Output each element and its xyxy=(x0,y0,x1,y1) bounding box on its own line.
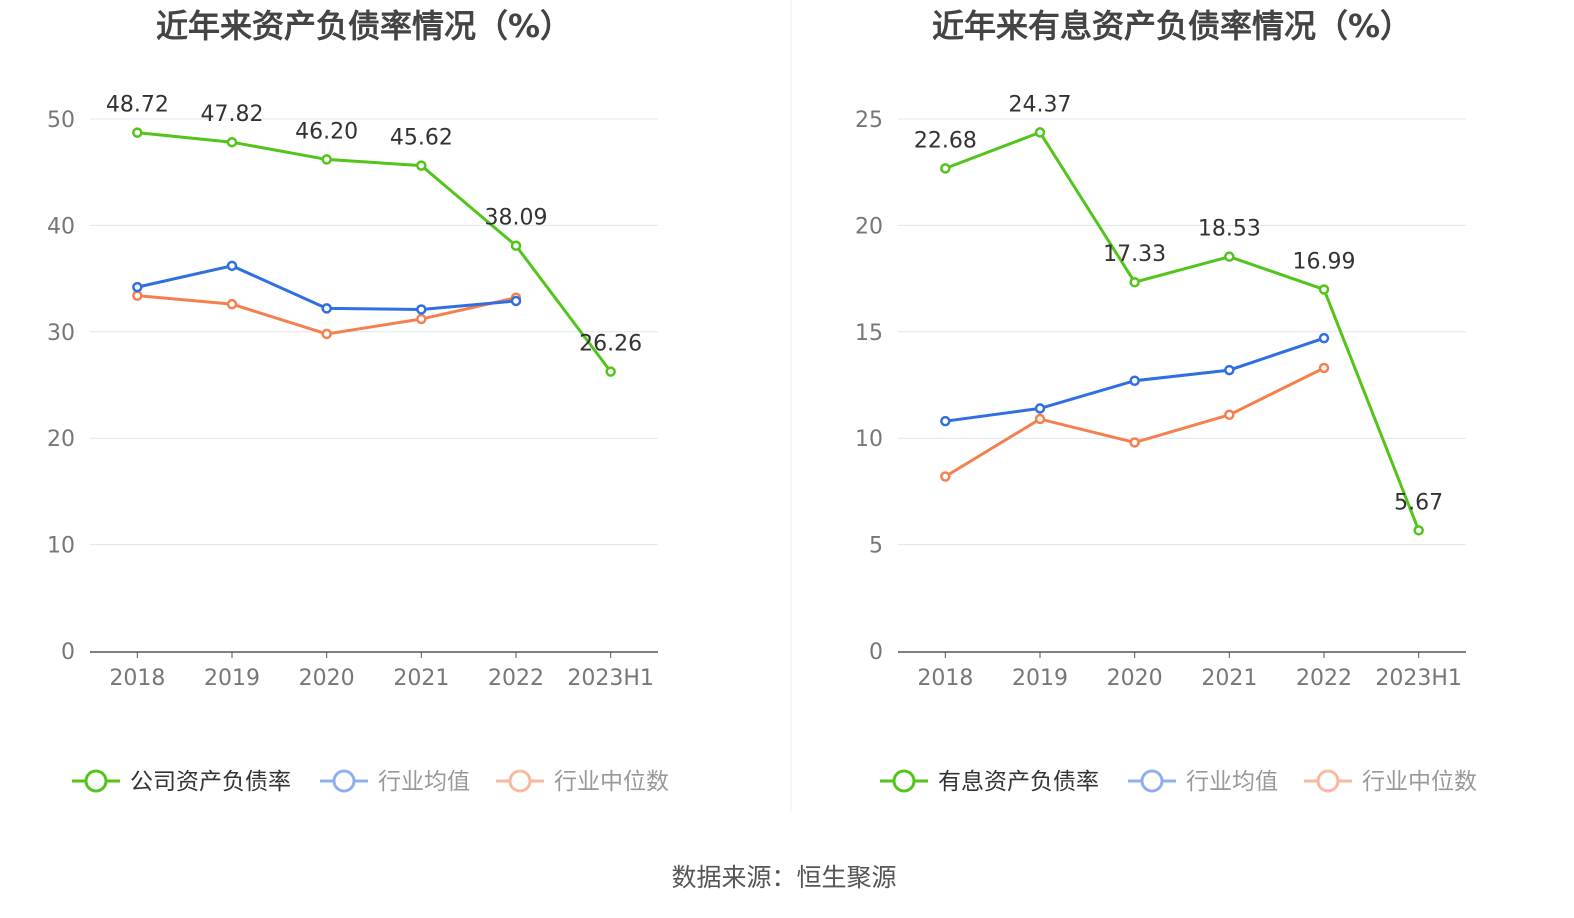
x-tick-label: 2023H1 xyxy=(1375,666,1462,691)
data-label: 46.20 xyxy=(295,119,358,144)
x-tick-label: 2020 xyxy=(299,666,355,691)
series-line-2 xyxy=(137,294,517,336)
data-point[interactable] xyxy=(940,163,951,174)
x-tick-label: 2021 xyxy=(393,666,449,691)
legend-label: 行业中位数 xyxy=(554,769,669,795)
legend-label: 有息资产负债率 xyxy=(938,769,1099,795)
y-tick-label: 25 xyxy=(855,108,883,133)
data-label: 22.68 xyxy=(914,128,977,153)
y-tick-label: 5 xyxy=(869,534,883,559)
data-label: 47.82 xyxy=(201,102,264,127)
series-line-0 xyxy=(944,130,1421,531)
legend-marker-icon xyxy=(892,769,916,793)
data-label: 26.26 xyxy=(579,332,642,357)
data-label: 38.09 xyxy=(485,206,548,231)
legend-marker-icon xyxy=(84,769,108,793)
y-tick-label: 10 xyxy=(47,534,75,559)
legend-label: 公司资产负债率 xyxy=(130,769,291,795)
x-tick-label: 2018 xyxy=(917,666,973,691)
data-point[interactable] xyxy=(940,471,951,482)
y-tick-label: 20 xyxy=(47,427,75,452)
chart-1: 近年来资产负债率情况（%） 0 10 20 30 40 50 2018 2019 2020 2021… xyxy=(47,7,669,795)
data-point[interactable] xyxy=(940,415,951,427)
data-point[interactable] xyxy=(1318,284,1330,295)
data-point[interactable] xyxy=(1129,276,1140,288)
series-line-0 xyxy=(137,131,612,373)
legend-item[interactable]: 行业中位数 xyxy=(1304,769,1477,795)
legend-item[interactable]: 行业均值 xyxy=(1128,769,1278,795)
y-tick-label: 15 xyxy=(855,321,883,346)
data-point[interactable] xyxy=(1129,375,1140,386)
data-point[interactable] xyxy=(510,295,522,307)
data-label: 48.72 xyxy=(106,93,169,118)
legend-item[interactable]: 公司资产负债率 xyxy=(72,769,291,795)
legend-item[interactable]: 行业均值 xyxy=(320,769,470,795)
data-label: 5.67 xyxy=(1394,490,1443,515)
data-point[interactable] xyxy=(1129,437,1140,448)
x-tick-label: 2018 xyxy=(109,666,165,691)
chart-title: 近年来资产负债率情况（%） xyxy=(156,7,572,45)
data-point[interactable] xyxy=(1034,127,1046,138)
data-point[interactable] xyxy=(226,136,238,148)
data-point[interactable] xyxy=(321,154,332,165)
data-label: 17.33 xyxy=(1103,242,1166,267)
data-source: 数据来源：恒生聚源 xyxy=(671,863,896,892)
data-point[interactable] xyxy=(1413,525,1424,536)
legend-marker-icon xyxy=(332,769,356,793)
x-tick-label: 2022 xyxy=(1296,666,1352,691)
data-label: 18.53 xyxy=(1198,217,1261,242)
y-tick-label: 10 xyxy=(855,427,883,452)
data-label: 16.99 xyxy=(1293,249,1356,274)
data-point[interactable] xyxy=(510,240,522,251)
data-point[interactable] xyxy=(226,260,238,272)
data-point[interactable] xyxy=(416,304,427,315)
data-point[interactable] xyxy=(416,160,427,171)
x-tick-label: 2021 xyxy=(1201,666,1257,691)
legend-marker-icon xyxy=(1140,769,1164,793)
legend-marker-icon xyxy=(1316,769,1340,793)
data-point[interactable] xyxy=(605,366,616,377)
x-tick-label: 2019 xyxy=(1012,666,1068,691)
legend-label: 行业均值 xyxy=(1186,769,1278,795)
y-tick-label: 30 xyxy=(47,321,75,346)
y-tick-label: 20 xyxy=(855,214,883,239)
data-point[interactable] xyxy=(132,127,143,138)
data-label: 24.37 xyxy=(1009,92,1072,117)
data-point[interactable] xyxy=(1224,409,1235,421)
legend-item[interactable]: 有息资产负债率 xyxy=(880,769,1099,795)
legend-item[interactable]: 行业中位数 xyxy=(496,769,669,795)
data-point[interactable] xyxy=(1318,362,1330,374)
legend-label: 行业中位数 xyxy=(1362,769,1477,795)
y-tick-label: 0 xyxy=(869,640,883,665)
chart-title: 近年来有息资产负债率情况（%） xyxy=(932,7,1412,45)
x-tick-label: 2023H1 xyxy=(567,666,654,691)
data-point[interactable] xyxy=(1224,251,1235,262)
data-point[interactable] xyxy=(226,298,238,310)
x-tick-label: 2019 xyxy=(204,666,260,691)
data-point[interactable] xyxy=(321,328,332,340)
y-tick-label: 50 xyxy=(47,108,75,133)
data-label: 45.62 xyxy=(390,126,453,151)
data-point[interactable] xyxy=(1318,332,1330,344)
chart-2: 近年来有息资产负债率情况（%） 0 5 10 15 20 25 2018 2019 2020 202… xyxy=(855,7,1477,795)
data-point[interactable] xyxy=(1224,364,1235,376)
legend-marker-icon xyxy=(508,769,532,793)
data-point[interactable] xyxy=(132,281,143,293)
data-point[interactable] xyxy=(321,303,332,314)
y-tick-label: 40 xyxy=(47,214,75,239)
data-point[interactable] xyxy=(132,290,143,301)
x-tick-label: 2022 xyxy=(488,666,544,691)
data-point[interactable] xyxy=(1034,413,1046,425)
legend-label: 行业均值 xyxy=(378,769,470,795)
data-point[interactable] xyxy=(1034,403,1046,414)
series-line-1 xyxy=(137,264,517,311)
x-tick-label: 2020 xyxy=(1107,666,1163,691)
data-point[interactable] xyxy=(416,313,427,325)
y-tick-label: 0 xyxy=(61,640,75,665)
